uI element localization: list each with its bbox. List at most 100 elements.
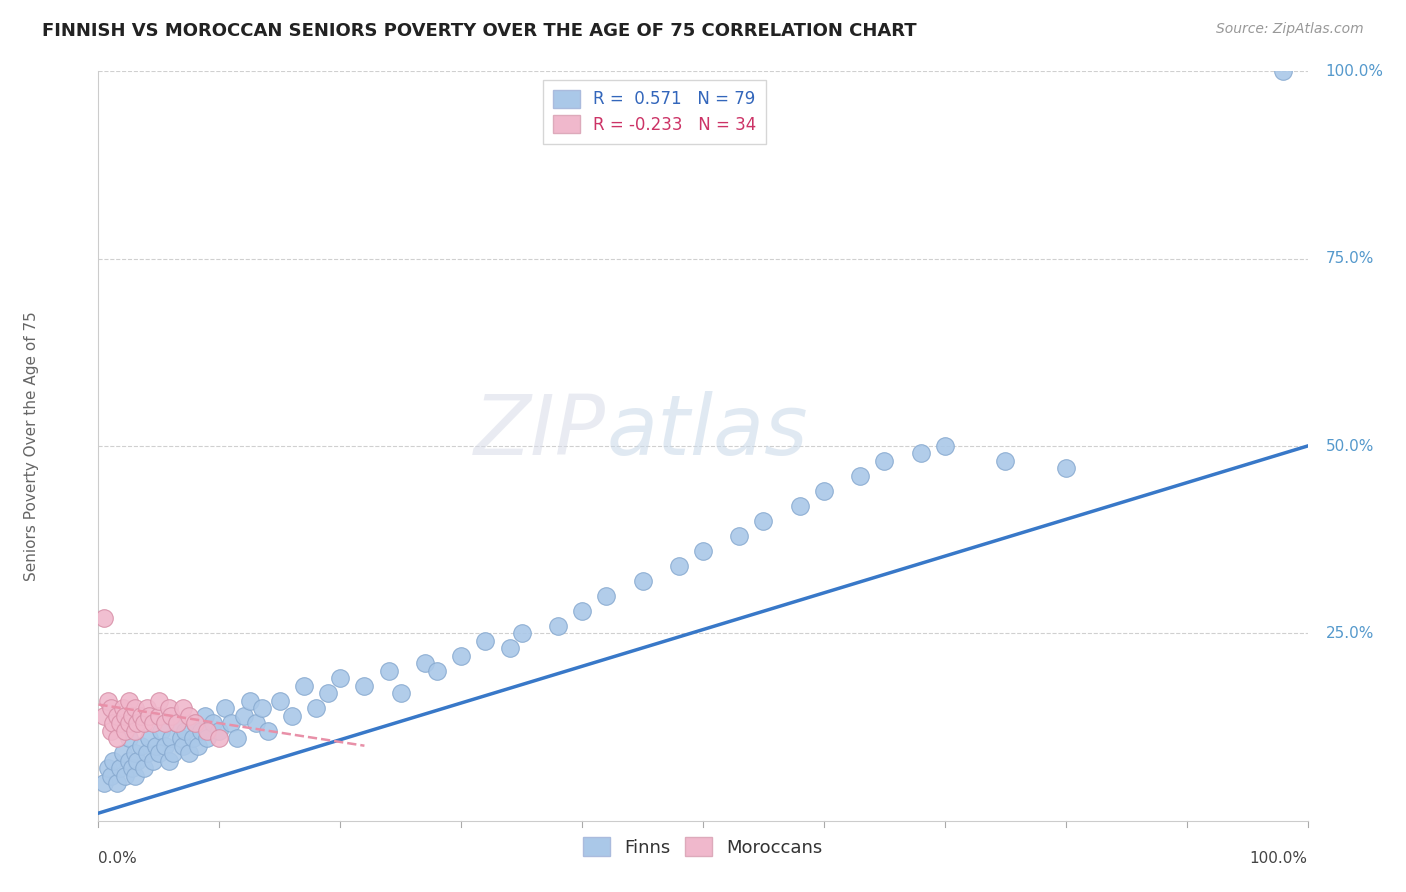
Point <box>105 708 128 723</box>
Text: Source: ZipAtlas.com: Source: ZipAtlas.com <box>1216 22 1364 37</box>
Point <box>97 761 120 775</box>
Point <box>195 731 218 746</box>
Point <box>93 708 115 723</box>
Point <box>114 723 136 738</box>
Point <box>111 701 134 715</box>
Point <box>172 701 194 715</box>
Point <box>873 454 896 468</box>
Point <box>134 761 156 775</box>
Point <box>190 723 212 738</box>
Text: 75.0%: 75.0% <box>1326 252 1374 266</box>
Point <box>153 716 176 731</box>
Text: 100.0%: 100.0% <box>1326 64 1384 78</box>
Point <box>100 701 122 715</box>
Point <box>389 686 412 700</box>
Point <box>124 723 146 738</box>
Point <box>174 723 197 738</box>
Point <box>1054 461 1077 475</box>
Text: atlas: atlas <box>606 391 808 472</box>
Point <box>208 731 231 746</box>
Point <box>789 499 811 513</box>
Point <box>157 754 180 768</box>
Point <box>179 708 201 723</box>
Point <box>208 723 231 738</box>
Point <box>195 723 218 738</box>
Point <box>329 671 352 685</box>
Point <box>114 708 136 723</box>
Point <box>108 716 131 731</box>
Point <box>121 761 143 775</box>
Point <box>692 544 714 558</box>
Point <box>728 529 751 543</box>
Point <box>849 469 872 483</box>
Point <box>426 664 449 678</box>
Point <box>118 694 141 708</box>
Point <box>166 716 188 731</box>
Point <box>1272 64 1295 78</box>
Text: 50.0%: 50.0% <box>1326 439 1374 453</box>
Point <box>148 708 170 723</box>
Point <box>910 446 932 460</box>
Point <box>934 439 956 453</box>
Point <box>172 739 194 753</box>
Point <box>752 514 775 528</box>
Point <box>226 731 249 746</box>
Point <box>101 716 124 731</box>
Text: 25.0%: 25.0% <box>1326 626 1374 640</box>
Point <box>184 716 207 731</box>
Point <box>353 679 375 693</box>
Text: Seniors Poverty Over the Age of 75: Seniors Poverty Over the Age of 75 <box>24 311 39 581</box>
Point <box>281 708 304 723</box>
Point <box>105 731 128 746</box>
Point <box>269 694 291 708</box>
Point <box>221 716 243 731</box>
Point <box>160 708 183 723</box>
Point <box>105 776 128 790</box>
Point <box>135 746 157 760</box>
Text: ZIP: ZIP <box>474 391 606 472</box>
Point <box>214 701 236 715</box>
Point <box>194 708 217 723</box>
Point <box>571 604 593 618</box>
Point <box>202 716 225 731</box>
Point <box>232 708 254 723</box>
Point <box>631 574 654 588</box>
Point <box>142 754 165 768</box>
Point <box>305 701 328 715</box>
Point <box>127 716 149 731</box>
Point <box>474 633 496 648</box>
Point <box>994 454 1017 468</box>
Point <box>108 761 131 775</box>
Point <box>127 754 149 768</box>
Text: FINNISH VS MOROCCAN SENIORS POVERTY OVER THE AGE OF 75 CORRELATION CHART: FINNISH VS MOROCCAN SENIORS POVERTY OVER… <box>42 22 917 40</box>
Point <box>245 716 267 731</box>
Point <box>100 723 122 738</box>
Point <box>142 716 165 731</box>
Point <box>101 754 124 768</box>
Point <box>256 723 278 738</box>
Point <box>250 701 273 715</box>
Point <box>316 686 339 700</box>
Text: 0.0%: 0.0% <box>98 851 138 865</box>
Point <box>547 619 569 633</box>
Point <box>145 739 167 753</box>
Point <box>179 746 201 760</box>
Point <box>93 611 115 625</box>
Point <box>148 746 170 760</box>
Point <box>93 776 115 790</box>
Text: 100.0%: 100.0% <box>1250 851 1308 865</box>
Point <box>124 769 146 783</box>
Point <box>135 701 157 715</box>
Point <box>668 558 690 573</box>
Point <box>166 716 188 731</box>
Point <box>138 731 160 746</box>
Point <box>162 746 184 760</box>
Point <box>118 731 141 746</box>
Point <box>813 483 835 498</box>
Point <box>292 679 315 693</box>
Point <box>150 723 173 738</box>
Point <box>510 626 533 640</box>
Point <box>450 648 472 663</box>
Point <box>377 664 399 678</box>
Point <box>129 739 152 753</box>
